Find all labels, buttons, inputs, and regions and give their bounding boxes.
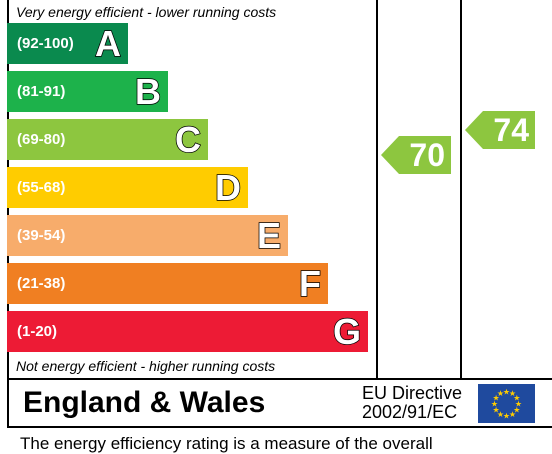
eu-star: ★ xyxy=(491,400,498,409)
bottom-note: Not energy efficient - higher running co… xyxy=(16,358,276,374)
eu-star: ★ xyxy=(497,389,504,398)
potential-rating-value: 74 xyxy=(493,111,529,148)
eu-star: ★ xyxy=(497,410,504,419)
band-d: (55-68) D xyxy=(7,167,248,208)
eu-star: ★ xyxy=(513,394,520,403)
eu-star: ★ xyxy=(503,388,510,397)
band-range: (69-80) xyxy=(17,131,66,148)
current-arrow-shape xyxy=(381,135,451,174)
country-label: England & Wales xyxy=(23,386,266,419)
band-e: (39-54) E xyxy=(7,215,288,256)
band-g: (1-20) G xyxy=(7,311,368,352)
potential-arrow-shape xyxy=(465,110,535,149)
current-rating-value: 70 xyxy=(409,136,445,173)
potential-rating-arrow: 74 xyxy=(465,110,535,149)
band-range: (39-54) xyxy=(17,227,66,244)
potential-column-divider xyxy=(460,0,462,380)
eu-star: ★ xyxy=(493,406,500,415)
band-range: (92-100) xyxy=(17,35,74,52)
band-letter: F xyxy=(298,263,322,305)
directive-line-2: 2002/91/EC xyxy=(362,402,458,422)
band-letter: A xyxy=(94,23,122,65)
band-b: (81-91) B xyxy=(7,71,168,112)
directive-line-1: EU Directive xyxy=(362,383,463,403)
eu-star: ★ xyxy=(513,406,520,415)
current-column-divider xyxy=(376,0,378,380)
bottom-description: The energy efficiency rating is a measur… xyxy=(20,434,433,453)
band-letter: C xyxy=(174,119,202,161)
eu-star: ★ xyxy=(493,394,500,403)
eu-star: ★ xyxy=(509,410,516,419)
band-range: (55-68) xyxy=(17,179,66,196)
band-a: (92-100) A xyxy=(7,23,128,64)
band-letter: E xyxy=(256,215,282,257)
band-range: (1-20) xyxy=(17,323,58,340)
eu-star: ★ xyxy=(515,400,522,409)
band-range: (21-38) xyxy=(17,275,66,292)
band-letter: G xyxy=(332,311,362,353)
footer: England & Wales EU Directive 2002/91/EC … xyxy=(7,380,552,428)
top-note: Very energy efficient - lower running co… xyxy=(16,4,277,20)
eu-flag-icon: ★ ★ ★ ★ ★ ★ ★ ★ ★ ★ ★ ★ xyxy=(478,384,535,423)
band-range: (81-91) xyxy=(17,83,66,100)
band-letter: D xyxy=(214,167,242,209)
eu-directive: EU Directive 2002/91/EC xyxy=(362,384,462,422)
band-letter: B xyxy=(134,71,162,113)
current-rating-arrow: 70 xyxy=(381,135,451,174)
band-c: (69-80) C xyxy=(7,119,208,160)
eu-star: ★ xyxy=(509,389,516,398)
band-f: (21-38) F xyxy=(7,263,328,304)
eu-star: ★ xyxy=(503,412,510,421)
